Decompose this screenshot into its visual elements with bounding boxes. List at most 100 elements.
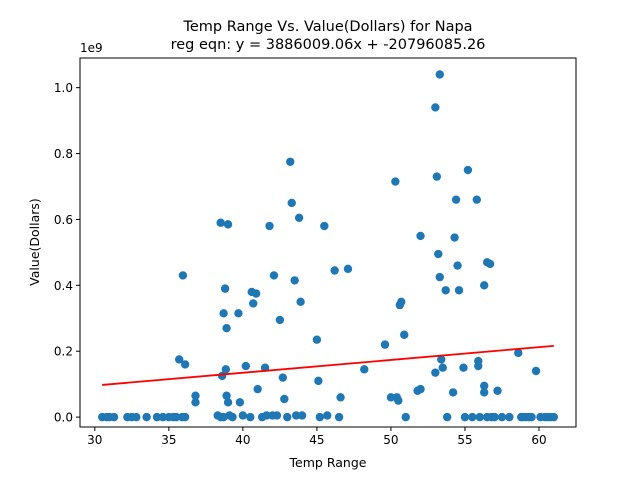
data-point — [142, 412, 151, 422]
data-point — [474, 361, 483, 371]
data-point — [312, 335, 322, 344]
data-point — [296, 297, 305, 307]
x-tick-label: 45 — [309, 433, 324, 447]
data-point — [336, 393, 345, 402]
data-point — [460, 412, 470, 422]
data-point — [272, 411, 282, 420]
data-point — [228, 412, 237, 422]
x-tick-label: 30 — [87, 433, 102, 447]
data-point — [283, 412, 292, 422]
data-point — [219, 412, 228, 422]
data-point — [435, 70, 444, 79]
y-tick-label: 0.6 — [54, 213, 73, 227]
data-point — [297, 411, 307, 420]
data-point — [480, 388, 489, 397]
data-point — [172, 412, 181, 422]
data-point — [434, 249, 443, 259]
data-point — [323, 411, 332, 420]
data-point — [475, 412, 484, 422]
data-point — [180, 360, 190, 369]
data-point — [132, 412, 141, 422]
data-point — [223, 398, 233, 407]
data-point — [531, 366, 541, 376]
data-point — [180, 412, 190, 422]
data-point — [463, 165, 473, 175]
chart-title-line1: Temp Range Vs. Value(Dollars) for Napa — [182, 19, 472, 35]
data-point — [391, 177, 400, 186]
chart-title-line2: reg eqn: y = 3886009.06x + -20796085.26 — [171, 37, 486, 53]
data-point — [191, 398, 200, 407]
x-tick-label: 50 — [383, 433, 398, 447]
data-point — [251, 289, 261, 298]
data-point — [191, 391, 200, 400]
data-point — [480, 281, 489, 290]
data-point — [450, 233, 459, 242]
data-point — [472, 195, 481, 204]
data-point — [360, 365, 369, 374]
data-point — [291, 411, 301, 420]
y-tick-label: 0.2 — [54, 345, 73, 359]
data-point — [432, 172, 442, 181]
data-point — [416, 384, 425, 394]
data-point — [394, 396, 403, 405]
data-point — [178, 271, 188, 280]
data-point — [109, 412, 119, 422]
data-point — [400, 330, 409, 339]
data-point — [222, 323, 231, 333]
y-tick-label: 0.4 — [54, 279, 73, 293]
data-point — [480, 381, 489, 391]
data-point — [459, 363, 468, 372]
data-point — [234, 309, 243, 318]
y-axis-label: Value(Dollars) — [27, 198, 42, 286]
data-point — [435, 272, 444, 282]
data-point — [448, 388, 458, 397]
data-point — [241, 361, 251, 371]
data-point — [152, 412, 162, 422]
y-tick-label: 0.0 — [54, 411, 73, 425]
data-point — [330, 266, 339, 275]
data-point — [437, 355, 446, 364]
data-point — [269, 271, 279, 280]
data-point — [549, 412, 558, 422]
data-point — [431, 103, 440, 112]
data-point — [454, 286, 464, 295]
data-point — [320, 221, 329, 231]
data-point — [505, 412, 514, 422]
x-tick-label: 40 — [235, 433, 250, 447]
data-point — [315, 412, 325, 422]
data-point — [527, 412, 536, 422]
axes-frame — [79, 57, 577, 428]
y-tick-label: 1.0 — [54, 81, 73, 95]
data-point — [497, 412, 507, 422]
data-point — [294, 213, 304, 222]
data-point — [222, 391, 231, 400]
data-point — [334, 412, 344, 422]
x-tick-label: 55 — [457, 433, 472, 447]
data-point — [220, 284, 230, 293]
data-point — [262, 411, 271, 420]
data-point — [442, 412, 452, 422]
data-point — [441, 286, 450, 295]
data-point — [453, 261, 462, 270]
data-point — [438, 363, 447, 372]
data-point — [314, 376, 323, 386]
plot-area: 30 35 40 45 50 55 60 0.0 0.2 0.4 0.6 0.8 1.0 — [54, 70, 558, 447]
data-point — [221, 365, 231, 374]
data-point — [253, 384, 262, 394]
data-point — [518, 412, 527, 422]
data-point — [286, 157, 295, 166]
data-point — [280, 394, 289, 404]
data-point — [246, 412, 255, 422]
data-point — [278, 373, 288, 382]
data-point — [431, 368, 440, 377]
data-point — [223, 220, 233, 229]
data-point — [158, 412, 168, 422]
data-point — [290, 276, 299, 285]
data-point — [238, 411, 248, 420]
data-point — [219, 309, 228, 318]
y-tick-label: 0.8 — [54, 147, 73, 161]
y-multiplier-label: 1e9 — [80, 41, 103, 55]
data-point — [265, 221, 274, 231]
x-axis-label: Temp Range — [289, 455, 367, 470]
